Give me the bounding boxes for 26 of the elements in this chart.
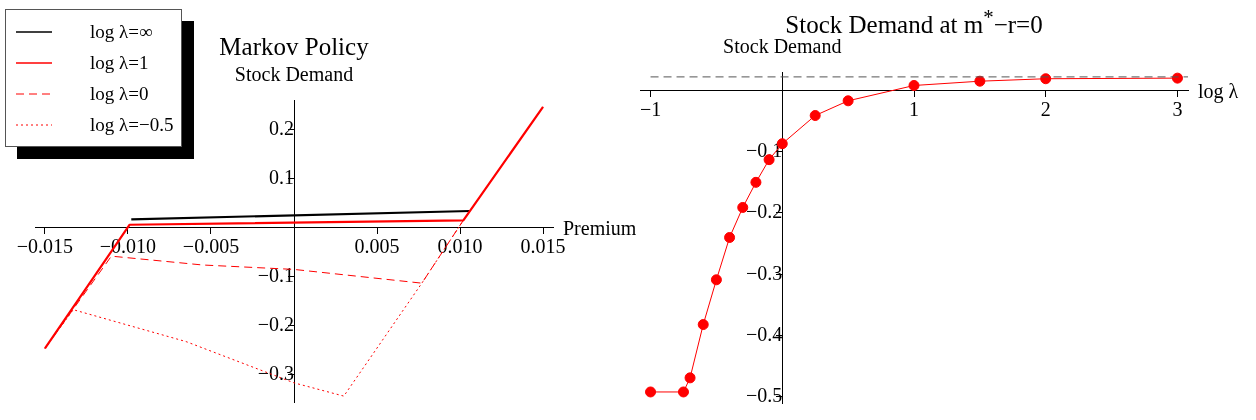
x-axis-title: Premium (563, 216, 637, 239)
x-tick-label: 0.015 (520, 234, 566, 257)
x-tick-label: 1 (909, 97, 919, 120)
x-axis-title: log λ (1198, 79, 1239, 103)
x-tick-label: 3 (1172, 97, 1183, 120)
x-tick-label: −1 (639, 97, 662, 120)
x-tick-label: 2 (1040, 97, 1051, 120)
y-tick-label: −0.4 (745, 322, 783, 345)
chart-title: Markov Policy (219, 33, 369, 61)
x-tick-label: 0.010 (437, 234, 483, 257)
x-tick-label: −0.015 (16, 234, 74, 257)
y-tick-label: 0.1 (269, 165, 294, 188)
legend-label: log λ=1 (90, 51, 149, 74)
legend-label: log λ=−0.5 (90, 113, 174, 136)
y-tick-label: −0.5 (745, 384, 783, 407)
x-tick-label: −0.005 (182, 234, 240, 257)
y-axis-title: Stock Demand (234, 63, 354, 86)
y-tick-label: −0.2 (257, 313, 294, 336)
legend-label: log λ=0 (90, 82, 149, 105)
y-tick-label: −0.1 (257, 264, 294, 287)
x-tick-label: 0.005 (354, 234, 400, 257)
y-tick-label: 0.2 (269, 116, 294, 139)
y-tick-label: −0.2 (745, 200, 783, 223)
y-tick-label: −0.3 (745, 261, 783, 284)
y-tick-label: −0.3 (257, 362, 294, 385)
legend-label: log λ=∞ (90, 20, 153, 43)
